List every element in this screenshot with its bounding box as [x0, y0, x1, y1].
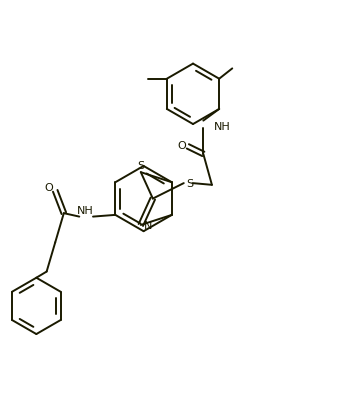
Text: S: S	[137, 160, 144, 170]
Text: O: O	[44, 182, 53, 192]
Text: NH: NH	[214, 122, 230, 132]
Text: NH: NH	[77, 205, 94, 215]
Text: O: O	[177, 140, 186, 150]
Text: N: N	[144, 220, 153, 230]
Text: S: S	[186, 179, 193, 189]
